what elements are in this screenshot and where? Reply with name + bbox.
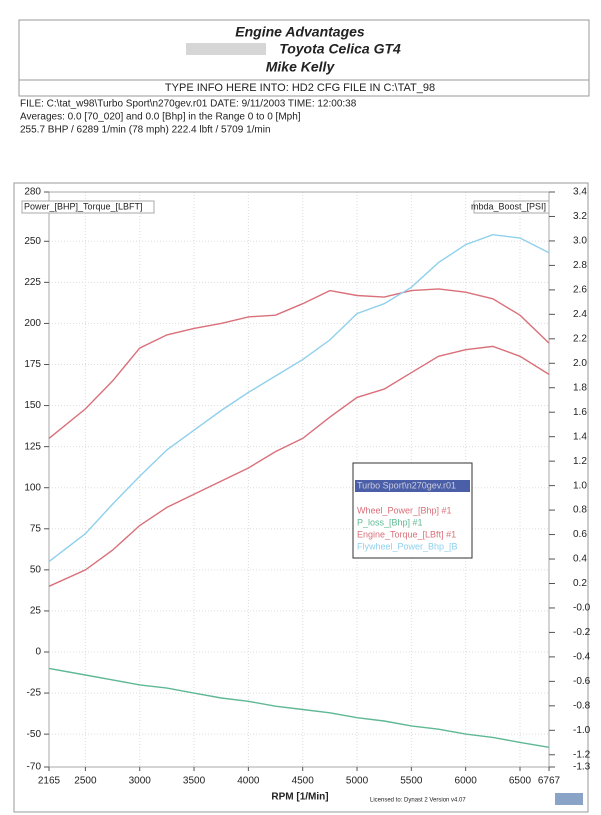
legend-entry: Wheel_Power_[Bhp] #1: [357, 505, 452, 515]
y2-tick-label: -0.0: [573, 603, 591, 614]
y2-tick-label: 0.6: [573, 529, 587, 540]
y-tick-label: 50: [30, 564, 42, 575]
y-tick-label: 250: [24, 236, 41, 247]
y-tick-label: 225: [24, 277, 41, 288]
y-tick-label: 175: [24, 359, 41, 370]
legend-title: Turbo Sport\n270gev.r01: [357, 480, 456, 490]
x-tick-label: 6500: [509, 776, 532, 787]
y2-tick-label: 2.2: [573, 333, 587, 344]
y2-tick-label: 0.8: [573, 505, 587, 516]
y-axis-label: Power_[BHP]_Torque_[LBFT]: [24, 201, 143, 211]
y2-axis-label: mbda_Boost_[PSI]: [471, 201, 546, 211]
y-tick-label: -70: [27, 762, 42, 773]
y2-tick-label: 2.6: [573, 285, 587, 296]
y-tick-label: 25: [30, 606, 42, 617]
header-title: Engine Advantages: [235, 24, 365, 40]
y2-tick-label: -1.2: [573, 749, 591, 760]
y2-tick-label: 1.0: [573, 480, 587, 491]
x-tick-label: 3000: [129, 776, 152, 787]
y2-tick-label: 1.6: [573, 407, 587, 418]
y2-tick-label: 2.8: [573, 260, 587, 271]
x-tick-label: 2500: [74, 776, 97, 787]
y2-tick-label: 3.2: [573, 211, 587, 222]
y2-tick-label: 3.4: [573, 187, 587, 198]
legend: [352, 462, 473, 559]
file-info: FILE: C:\tat_w98\Turbo Sport\n270gev.r01…: [20, 99, 357, 110]
file-info: Averages: 0.0 [70_020] and 0.0 [Bhp] in …: [20, 112, 301, 123]
y-tick-label: 200: [24, 318, 41, 329]
y2-tick-label: -0.2: [573, 627, 591, 638]
legend-entry: Engine_Torque_[LBft] #1: [357, 529, 456, 539]
y2-tick-label: -1.3: [573, 762, 591, 773]
legend-entry: Flywheel_Power_Bhp_[B: [357, 541, 458, 551]
series-line: [48, 667, 550, 748]
y2-tick-label: 1.4: [573, 431, 587, 442]
vehicle: Toyota Celica GT4: [279, 41, 401, 57]
legend-title-bg: [355, 480, 470, 492]
x-axis-label: RPM [1/Min]: [271, 792, 328, 803]
x-tick-label: 4500: [292, 776, 315, 787]
series-line: [48, 345, 550, 587]
x-tick-label: 6000: [455, 776, 478, 787]
header-box: [18, 19, 590, 97]
plot-area: [48, 191, 550, 768]
x-tick-label: 6767: [538, 776, 561, 787]
y2-tick-label: -0.6: [573, 676, 591, 687]
x-tick-label: 3500: [183, 776, 206, 787]
y-tick-label: 150: [24, 400, 41, 411]
y-tick-label: -25: [27, 688, 42, 699]
y2-tick-label: 1.8: [573, 382, 587, 393]
legend-entry: P_loss_[Bhp] #1: [357, 517, 423, 527]
y-tick-label: -50: [27, 729, 42, 740]
x-tick-label: 5500: [400, 776, 423, 787]
series-line: [48, 233, 550, 563]
y-label-box: [21, 200, 155, 214]
y2-tick-label: 3.0: [573, 236, 587, 247]
x-tick-label: 5000: [346, 776, 369, 787]
y2-tick-label: -0.8: [573, 700, 591, 711]
file-info: 255.7 BHP / 6289 1/min (78 mph) 222.4 lb…: [20, 125, 271, 136]
y2-tick-label: -0.4: [573, 652, 591, 663]
y2-label-box: [473, 200, 550, 214]
y-tick-label: 100: [24, 482, 41, 493]
owner: Mike Kelly: [266, 59, 336, 75]
chart-box: [13, 182, 589, 813]
x-tick-label: 2165: [38, 776, 61, 787]
blur: [186, 43, 266, 55]
y2-tick-label: 0.4: [573, 554, 587, 565]
y2-tick-label: -1.0: [573, 725, 591, 736]
footer: Licensed to: Dynast 2 Version v4.07: [370, 798, 466, 804]
y-tick-label: 75: [30, 523, 42, 534]
corner-button[interactable]: [555, 793, 583, 805]
y2-tick-label: 1.2: [573, 456, 587, 467]
series-line: [48, 288, 550, 439]
y2-tick-label: 2.0: [573, 358, 587, 369]
info-line: TYPE INFO HERE INTO: HD2 CFG FILE IN C:\…: [165, 82, 435, 94]
x-tick-label: 4000: [237, 776, 260, 787]
y2-tick-label: 2.4: [573, 309, 587, 320]
y-tick-label: 125: [24, 441, 41, 452]
y-tick-label: 280: [24, 187, 41, 198]
y2-tick-label: 0.2: [573, 578, 587, 589]
y-tick-label: 0: [35, 647, 41, 658]
